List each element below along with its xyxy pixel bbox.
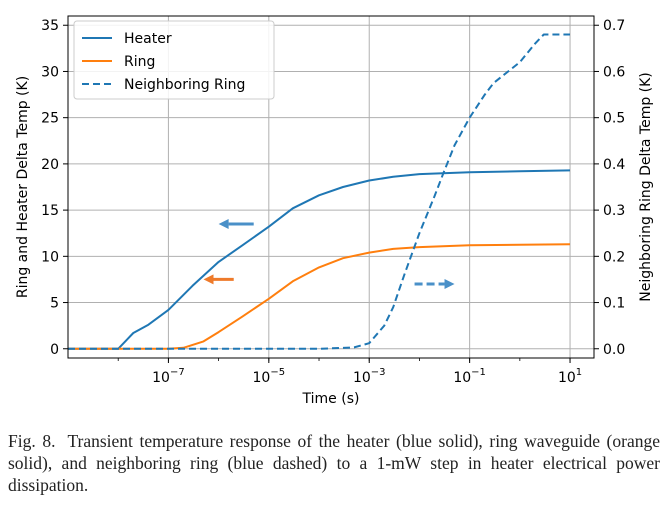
right-axis-label: Neighboring Ring Delta Temp (K)	[638, 72, 654, 302]
x-tick-label: 10−3	[353, 367, 386, 386]
series-line-neighboring-ring	[68, 33, 570, 350]
left-y-tick-label: 15	[41, 203, 59, 219]
right-y-tick-label: 0.3	[603, 203, 625, 219]
legend-box	[73, 20, 275, 100]
caption-label: Fig. 8.	[8, 431, 56, 451]
chart-figure: 10−7 10−5 10−3 10−1 101 0 5 10 15 20 25 30 35 0.0 0.1 0…	[15, 15, 654, 407]
right-y-tick-label: 0.4	[603, 157, 625, 173]
x-axis-label: Time (s)	[302, 391, 360, 407]
left-y-tick-label: 25	[41, 111, 59, 127]
annotation-arrow-head	[218, 218, 229, 229]
right-y-tick-label: 0.5	[603, 111, 625, 127]
left-y-tick-label: 10	[41, 249, 59, 265]
legend-label: Neighboring Ring	[124, 77, 245, 93]
series-line-heater	[68, 169, 571, 350]
series-line-ring	[68, 243, 571, 350]
x-tick-label: 10−5	[253, 367, 286, 386]
series-layer	[68, 33, 571, 350]
plot-frame	[67, 15, 595, 359]
right-y-tick-label: 0.6	[603, 64, 625, 80]
right-y-tick-label: 0.1	[603, 296, 625, 312]
right-y-tick-label: 0.7	[603, 18, 625, 34]
left-y-tick-label: 0	[50, 342, 59, 358]
tick-layer: 10−7 10−5 10−3 10−1 101 0 5 10 15 20 25 30 35 0.0 0.1 0…	[41, 18, 625, 386]
caption-text: Transient temperature response of the he…	[8, 431, 660, 495]
figure-caption: Fig. 8. Transient temperature response of…	[8, 430, 660, 496]
left-y-tick-label: 35	[41, 18, 59, 34]
right-y-tick-label: 0.2	[603, 249, 625, 265]
annotation-arrows	[203, 218, 455, 290]
legend-label: Heater	[124, 31, 172, 47]
legend-label: Ring	[124, 54, 155, 70]
x-tick-label: 10−7	[152, 367, 185, 386]
left-y-tick-label: 5	[50, 296, 59, 312]
x-tick-label: 10−1	[453, 367, 486, 386]
annotation-arrow-head	[203, 274, 214, 285]
left-y-tick-label: 30	[41, 64, 59, 80]
annotation-arrow-head	[444, 279, 455, 290]
left-axis-label: Ring and Heater Delta Temp (K)	[15, 76, 31, 298]
left-y-tick-label: 20	[41, 157, 59, 173]
x-tick-label: 101	[558, 367, 582, 386]
legend: Heater Ring Neighboring Ring	[73, 20, 275, 100]
right-y-tick-label: 0.0	[603, 342, 625, 358]
